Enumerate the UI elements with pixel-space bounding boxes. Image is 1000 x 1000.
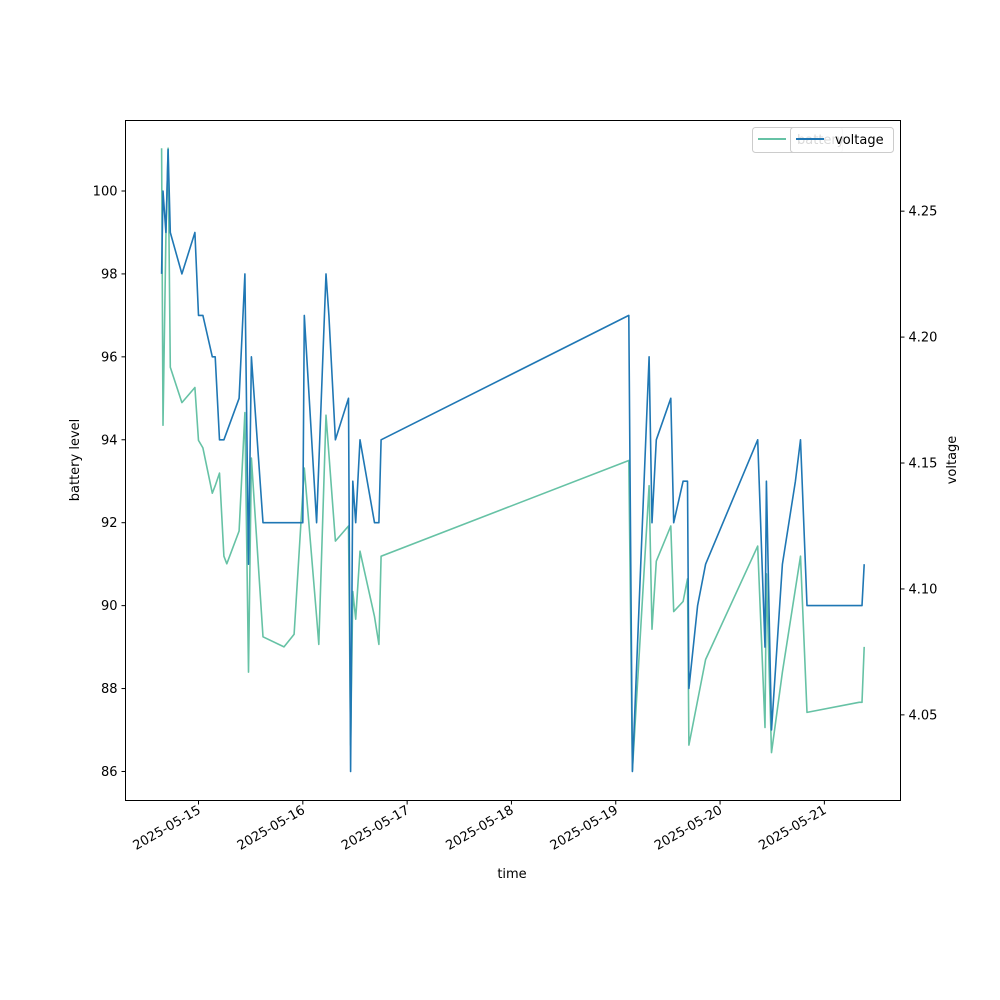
x-tick-label: 2025-05-20 [652,803,725,854]
y2-axis-label: voltage [945,436,960,485]
plot-frame [125,120,901,801]
y-tick-label: 94 [101,433,118,448]
y2-tick-label: 4.25 [909,205,938,220]
x-axis-ticks: 2025-05-15 2025-05-16 2025-05-17 2025-05-18… [131,800,829,854]
x-tick-label: 2025-05-17 [339,803,412,854]
x-tick-label: 2025-05-19 [548,803,621,854]
x-tick-label: 2025-05-16 [235,803,308,854]
y-tick-label: 86 [101,765,118,780]
legend-front-label: voltage [835,133,884,148]
x-tick-label: 2025-05-15 [131,803,204,854]
y-tick-label: 96 [101,350,118,365]
y2-tick-label: 4.20 [909,331,938,346]
x-axis-label: time [497,867,526,882]
x-tick-label: 2025-05-18 [444,803,517,854]
y-tick-label: 98 [101,267,118,282]
x-tick-label: 2025-05-21 [756,803,829,854]
y-axis-ticks: 86 88 90 92 94 96 98 100 [93,184,126,780]
y2-tick-label: 4.05 [909,708,938,723]
y-tick-label: 92 [101,516,118,531]
y-axis-label: battery level [68,419,83,502]
legend-front: voltage [790,127,894,153]
y-tick-label: 100 [93,184,118,199]
y-tick-label: 88 [101,682,118,697]
series-line-battery [160,148,865,773]
y2-axis-ticks: 4.05 4.10 4.15 4.20 4.25 [900,205,938,723]
y-tick-label: 90 [101,599,118,614]
legend-front-box [790,127,894,153]
y2-tick-label: 4.15 [909,457,938,472]
y2-tick-label: 4.10 [909,582,938,597]
series-layer [160,147,865,773]
